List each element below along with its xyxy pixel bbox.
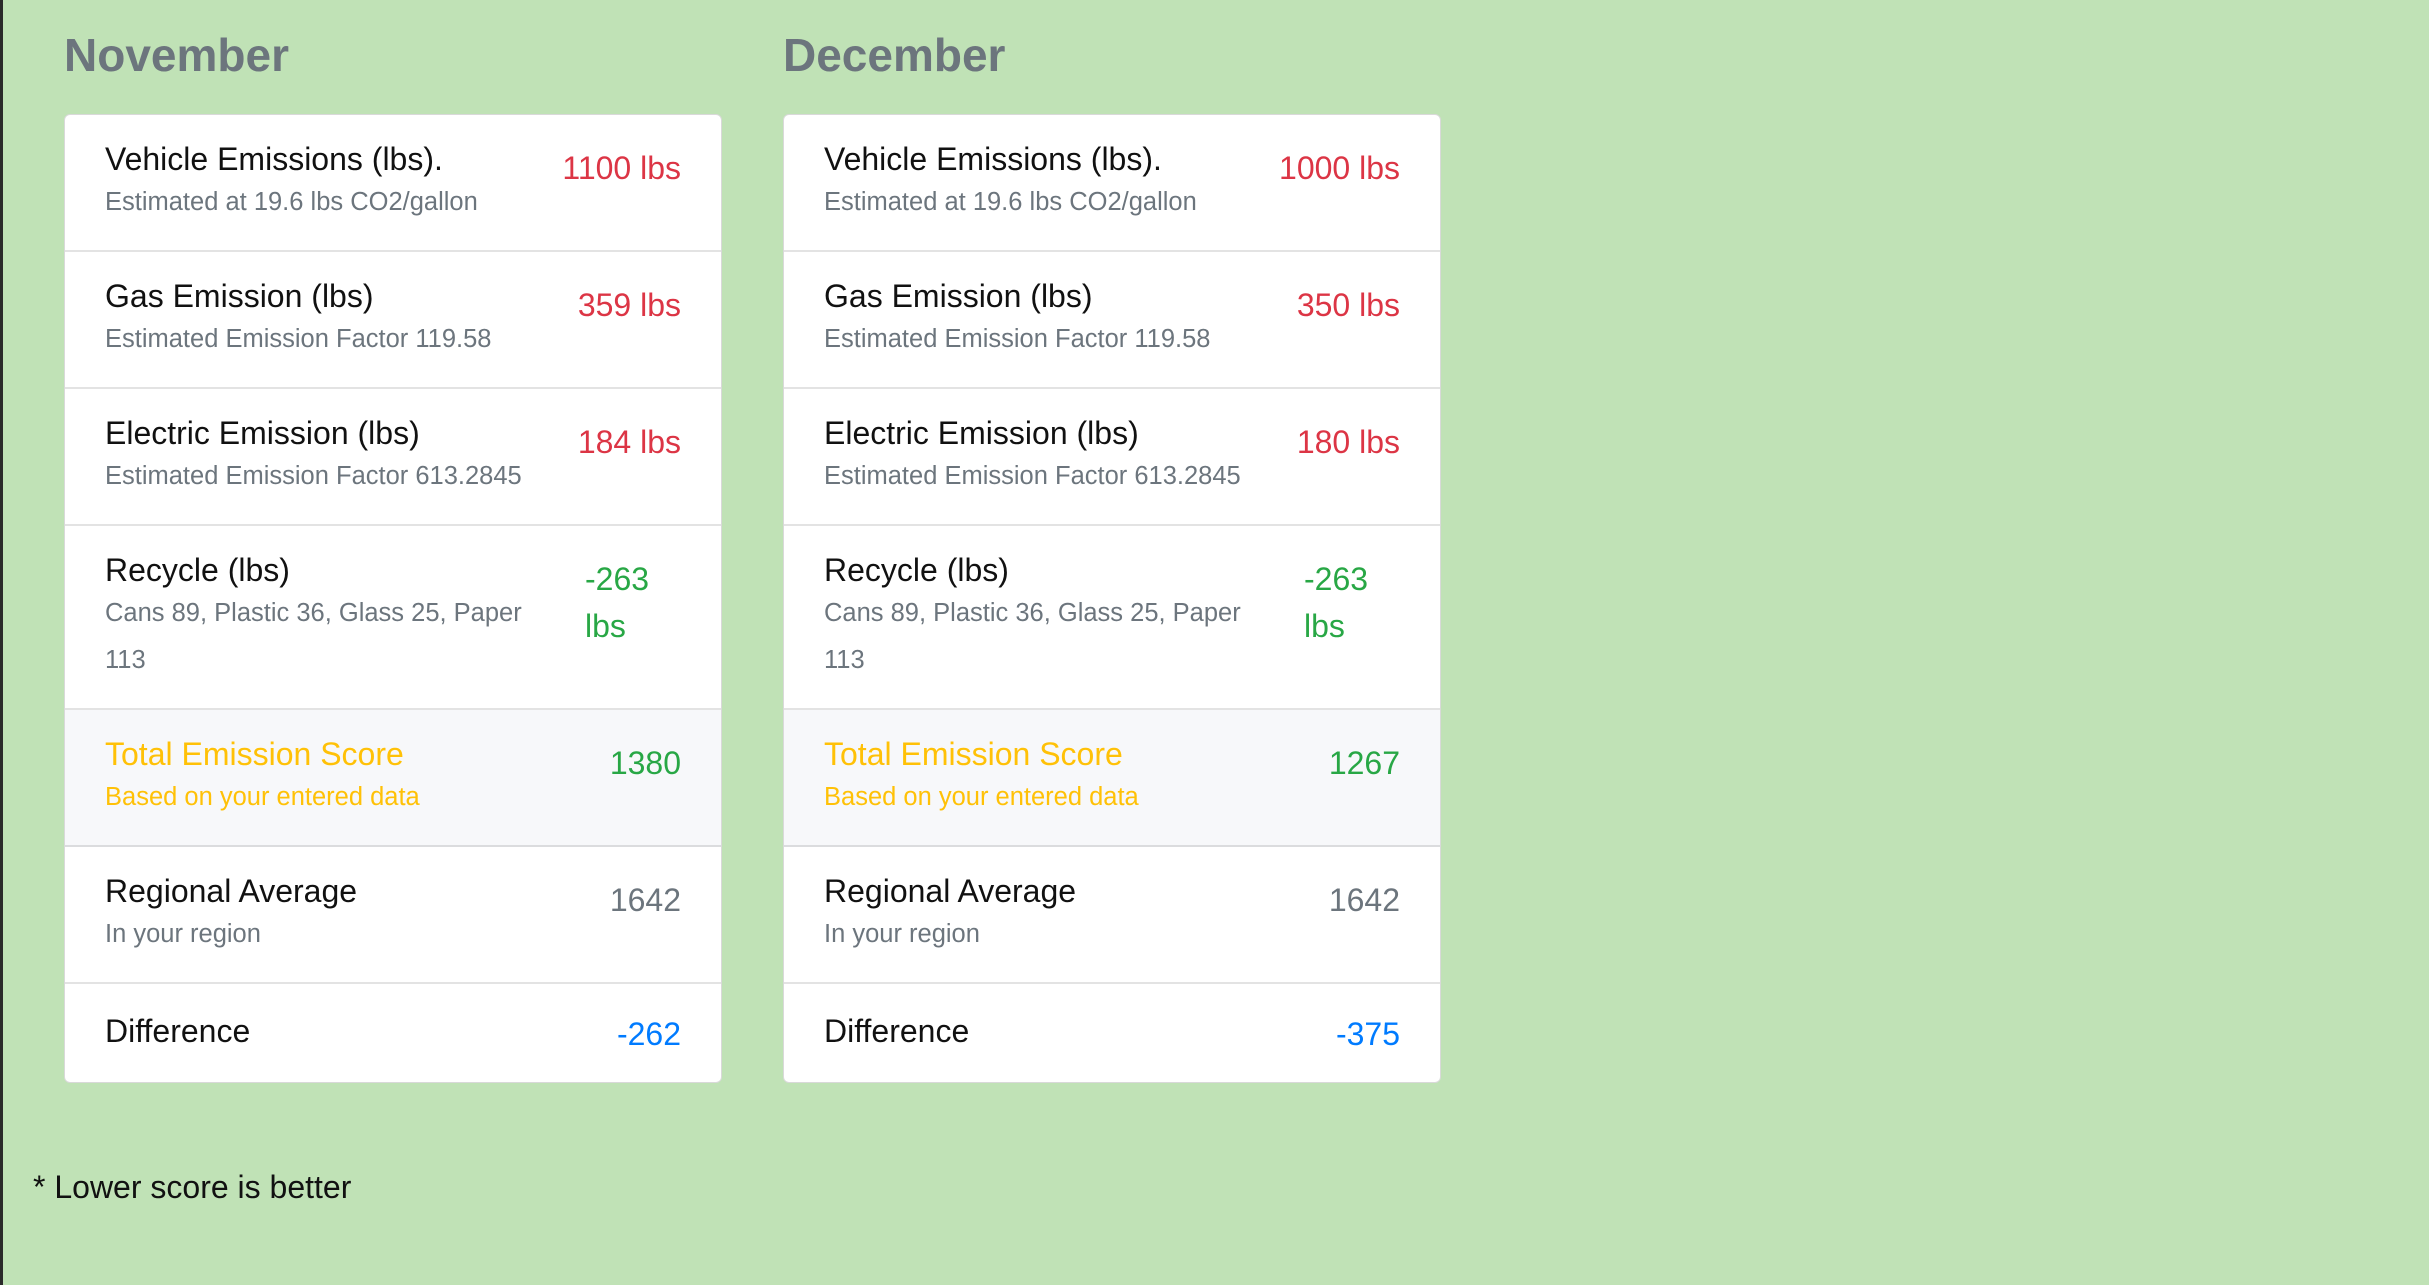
row-title: Vehicle Emissions (lbs).: [824, 141, 1162, 177]
row-value: -263 lbs: [1304, 561, 1369, 644]
row-subtitle: In your region: [105, 920, 261, 948]
row-title: Electric Emission (lbs): [824, 415, 1139, 451]
row-subtitle: Estimated Emission Factor 119.58: [824, 325, 1211, 353]
row-value: -262: [616, 1016, 681, 1052]
row-subtitle: In your region: [824, 920, 980, 948]
gas-emission-row: Gas Emission (lbs) Estimated Emission Fa…: [65, 252, 721, 389]
row-title: Electric Emission (lbs): [105, 415, 420, 451]
row-subtitle: Cans 89, Plastic 36, Glass 25, Paper 113: [824, 599, 1241, 674]
emission-card: Vehicle Emissions (lbs). Estimated at 19…: [64, 114, 722, 1083]
row-title: Difference: [105, 1013, 251, 1049]
row-value: 184 lbs: [577, 424, 681, 460]
row-title: Regional Average: [105, 873, 358, 909]
row-subtitle: Estimated at 19.6 lbs CO2/gallon: [824, 188, 1197, 216]
row-subtitle: Estimated Emission Factor 613.2845: [105, 462, 522, 490]
footnote: * Lower score is better: [33, 1169, 352, 1205]
row-value: -263 lbs: [585, 561, 650, 644]
row-title: Recycle (lbs): [824, 552, 1009, 588]
total-emission-row: Total Emission Score Based on your enter…: [65, 710, 721, 847]
row-subtitle: Estimated Emission Factor 119.58: [105, 325, 492, 353]
row-subtitle: Cans 89, Plastic 36, Glass 25, Paper 113: [105, 599, 522, 674]
electric-emission-row: Electric Emission (lbs) Estimated Emissi…: [65, 389, 721, 526]
row-subtitle: Estimated Emission Factor 613.2845: [824, 462, 1241, 490]
vehicle-emissions-row: Vehicle Emissions (lbs). Estimated at 19…: [65, 115, 721, 252]
recycle-row: Recycle (lbs) Cans 89, Plastic 36, Glass…: [784, 526, 1440, 710]
gas-emission-row: Gas Emission (lbs) Estimated Emission Fa…: [784, 252, 1440, 389]
vehicle-emissions-row: Vehicle Emissions (lbs). Estimated at 19…: [784, 115, 1440, 252]
row-title: Regional Average: [824, 873, 1077, 909]
row-subtitle: Estimated at 19.6 lbs CO2/gallon: [105, 188, 478, 216]
row-value: 1000 lbs: [1279, 150, 1400, 186]
electric-emission-row: Electric Emission (lbs) Estimated Emissi…: [784, 389, 1440, 526]
row-value: 350 lbs: [1296, 287, 1400, 323]
row-title: Total Emission Score: [105, 736, 404, 772]
row-value: 1642: [609, 882, 681, 918]
row-subtitle: Based on your entered data: [824, 783, 1139, 811]
row-value: 180 lbs: [1296, 424, 1400, 460]
row-title: Gas Emission (lbs): [824, 278, 1093, 314]
row-value: 359 lbs: [577, 287, 681, 323]
month-title: November: [64, 29, 289, 81]
recycle-row: Recycle (lbs) Cans 89, Plastic 36, Glass…: [65, 526, 721, 710]
row-title: Vehicle Emissions (lbs).: [105, 141, 443, 177]
row-title: Difference: [824, 1013, 970, 1049]
row-value: 1100 lbs: [562, 150, 681, 186]
row-subtitle: Based on your entered data: [105, 783, 420, 811]
difference-row: Difference -262: [65, 984, 721, 1082]
row-title: Recycle (lbs): [105, 552, 290, 588]
row-title: Total Emission Score: [824, 736, 1123, 772]
row-value: 1267: [1328, 745, 1400, 781]
total-emission-row: Total Emission Score Based on your enter…: [784, 710, 1440, 847]
regional-average-row: Regional Average In your region 1642: [784, 847, 1440, 984]
emission-card: Vehicle Emissions (lbs). Estimated at 19…: [783, 114, 1441, 1083]
window-edge: [0, 0, 3, 1285]
difference-row: Difference -375: [784, 984, 1440, 1082]
row-value: 1642: [1328, 882, 1400, 918]
month-title: December: [783, 29, 1006, 81]
regional-average-row: Regional Average In your region 1642: [65, 847, 721, 984]
row-value: -375: [1335, 1016, 1400, 1052]
row-value: 1380: [609, 745, 681, 781]
row-title: Gas Emission (lbs): [105, 278, 374, 314]
